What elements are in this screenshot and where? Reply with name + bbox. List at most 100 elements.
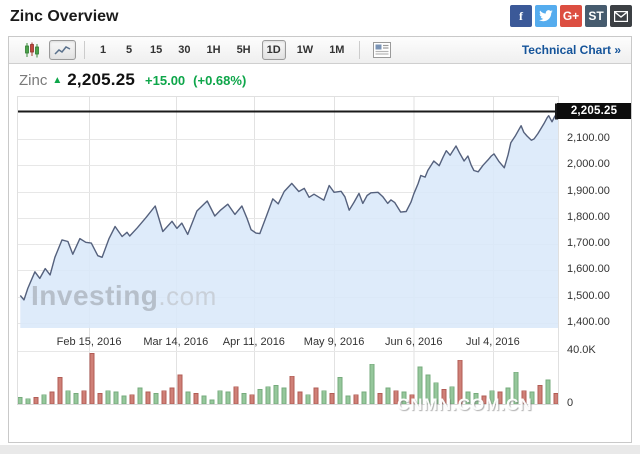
volume-bar <box>25 398 31 405</box>
volume-bar <box>89 353 95 405</box>
volume-bar <box>81 390 87 405</box>
timeframe-1[interactable]: 1 <box>99 44 107 56</box>
volume-bar <box>65 390 71 405</box>
twitter-share-icon[interactable] <box>535 5 557 27</box>
facebook-share-icon[interactable]: f <box>510 5 532 27</box>
price-axis-label: 1,400.00 <box>567 316 610 329</box>
volume-bar <box>233 386 239 405</box>
volume-bar <box>225 391 231 405</box>
news-events-button[interactable] <box>368 40 396 60</box>
price-volume-chart[interactable] <box>17 96 559 406</box>
volume-bar <box>209 399 215 405</box>
timeframe-1d[interactable]: 1D <box>261 40 286 60</box>
volume-bar <box>97 392 103 405</box>
volume-bar <box>297 391 303 405</box>
price-axis-label: 2,000.00 <box>567 158 610 171</box>
price-axis-label: 1,500.00 <box>567 289 610 302</box>
volume-bar <box>337 377 343 405</box>
volume-bar <box>537 384 543 405</box>
quote-header: Zinc ▲ 2,205.25 +15.00 (+0.68%) <box>19 68 254 92</box>
volume-bar <box>33 396 39 405</box>
volume-bar <box>161 390 167 405</box>
toolbar-separator <box>359 41 361 59</box>
line-chart-icon <box>54 45 71 55</box>
price-axis-label: 1,800.00 <box>567 210 610 223</box>
volume-bar <box>217 390 223 405</box>
date-axis-label: Apr 11, 2016 <box>222 336 285 348</box>
chart-toolbar: 1 5 15 30 1H 5H 1D 1W 1M Technical Chart <box>9 37 631 64</box>
timeframe-5h[interactable]: 5H <box>236 44 251 56</box>
news-icon <box>373 42 392 58</box>
volume-bar <box>265 386 271 405</box>
volume-axis-label: 40.0K <box>567 344 596 356</box>
volume-bar <box>177 374 183 405</box>
volume-bar <box>353 394 359 405</box>
volume-bar <box>249 394 255 405</box>
last-price: 2,205.25 <box>67 70 136 89</box>
timeframe-30[interactable]: 30 <box>178 44 191 56</box>
volume-bar <box>137 387 143 405</box>
toolbar-separator <box>84 41 85 59</box>
volume-bar <box>113 391 119 405</box>
social-share-bar: f G+ ST <box>510 5 632 27</box>
date-axis-label: Mar 14, 2016 <box>143 336 209 348</box>
volume-bar <box>257 388 263 405</box>
email-share-icon[interactable] <box>610 5 632 27</box>
stocktwits-share-icon[interactable]: ST <box>585 5 607 27</box>
last-price-tag: 2,205.25 <box>557 103 631 119</box>
volume-bar <box>185 391 191 405</box>
volume-axis-label: 0 <box>567 397 574 409</box>
volume-bar <box>385 387 391 405</box>
page-title: Zinc Overview <box>10 8 119 25</box>
line-chart-type-button[interactable] <box>49 40 76 60</box>
timeframe-1h[interactable]: 1H <box>206 44 221 56</box>
volume-bar <box>273 384 279 405</box>
timeframe-15[interactable]: 15 <box>150 44 163 56</box>
volume-bar <box>153 392 159 405</box>
price-axis-label: 1,900.00 <box>567 184 610 197</box>
volume-bar <box>41 394 47 405</box>
volume-bar <box>313 387 319 405</box>
price-axis-label: 2,100.00 <box>567 131 610 144</box>
envelope-icon <box>614 10 628 22</box>
symbol-label: Zinc <box>19 71 48 89</box>
volume-bar <box>49 391 55 405</box>
candlestick-chart-type-button[interactable] <box>19 40 45 60</box>
googleplus-share-icon[interactable]: G+ <box>560 5 582 27</box>
technical-chart-link[interactable]: Technical Chart » <box>521 43 621 57</box>
price-change: +15.00 <box>145 72 186 88</box>
volume-bar <box>361 391 367 405</box>
volume-bar <box>105 390 111 405</box>
volume-bar <box>17 396 23 405</box>
timeframe-1w[interactable]: 1W <box>296 44 314 56</box>
timeframe-1m[interactable]: 1M <box>329 44 345 56</box>
price-line <box>19 110 559 301</box>
timeframe-5[interactable]: 5 <box>125 44 133 56</box>
date-axis-label: Jul 4, 2016 <box>465 336 520 348</box>
volume-bar <box>305 394 311 405</box>
volume-bar <box>289 375 295 405</box>
volume-bar <box>321 390 327 405</box>
volume-bar <box>201 395 207 405</box>
price-area-fill <box>20 111 559 328</box>
volume-bar <box>553 392 559 405</box>
up-arrow-icon: ▲ <box>52 74 63 86</box>
twitter-bird-icon <box>539 10 553 22</box>
volume-bar <box>241 392 247 405</box>
chart-widget: 1 5 15 30 1H 5H 1D 1W 1M Technical Chart <box>8 36 632 443</box>
volume-bar <box>57 377 63 405</box>
candlestick-icon <box>25 42 39 58</box>
volume-bar <box>129 394 135 405</box>
volume-bar <box>193 392 199 405</box>
price-change-percent: (+0.68%) <box>193 72 247 88</box>
cnmn-watermark: CNMN.COM.CN <box>397 395 533 414</box>
volume-bar <box>345 395 351 405</box>
volume-bar <box>329 392 335 405</box>
volume-bar <box>377 392 383 405</box>
volume-bar <box>121 395 127 405</box>
date-axis-label: Jun 6, 2016 <box>384 336 443 348</box>
volume-bar <box>169 387 175 405</box>
price-axis-label: 1,600.00 <box>567 263 610 276</box>
volume-bar <box>369 363 375 405</box>
